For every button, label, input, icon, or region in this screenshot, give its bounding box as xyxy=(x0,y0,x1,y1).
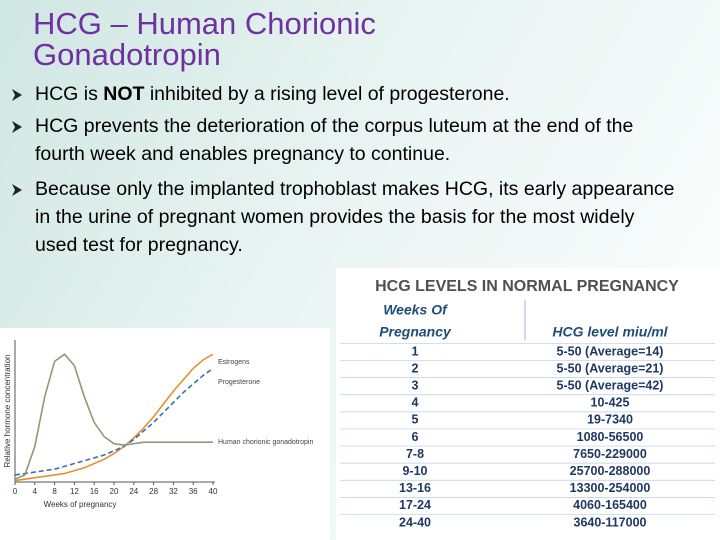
series-label: Estrogens xyxy=(218,359,250,366)
x-tick-label: 36 xyxy=(189,487,198,496)
x-tick-label: 40 xyxy=(209,487,218,496)
table-cell: 25700-288000 xyxy=(570,464,651,478)
bullet-arrow xyxy=(12,121,22,133)
bullet-text: HCG prevents the deterioration of the co… xyxy=(35,115,634,165)
x-tick-label: 24 xyxy=(129,487,138,496)
x-tick-label: 28 xyxy=(149,487,158,496)
table-cell: 5-50 (Average=42) xyxy=(557,378,664,392)
table-cell: 5 xyxy=(412,413,419,427)
table-cell: 4060-165400 xyxy=(573,498,647,512)
table-cell: 1080-56500 xyxy=(577,430,644,444)
x-tick-label: 32 xyxy=(169,487,178,496)
table-cell: 7-8 xyxy=(406,447,424,461)
bullet-emphasis: NOT xyxy=(103,83,145,105)
bullet: HCG prevents the deterioration of the co… xyxy=(35,112,675,168)
table-cell: 19-7340 xyxy=(587,413,633,427)
series-line xyxy=(14,353,213,480)
table-header: Pregnancy xyxy=(379,324,452,340)
table-cell: 6 xyxy=(412,430,419,444)
series-label: Human chorionic gonadotropin xyxy=(218,439,313,446)
table-cell: 5-50 (Average=14) xyxy=(557,344,664,358)
table-cell: 5-50 (Average=21) xyxy=(557,361,664,375)
bullet-arrow xyxy=(12,89,22,101)
title-line: Gonadotropin xyxy=(33,37,221,72)
x-tick-label: 8 xyxy=(52,487,57,496)
table-cell: 3 xyxy=(412,378,419,392)
table-cell: 4 xyxy=(412,396,419,410)
bullet-text: inhibited by a rising level of progester… xyxy=(144,83,510,105)
bullet-text: Because only the implanted trophoblast m… xyxy=(35,178,675,256)
table-cell: 3640-117000 xyxy=(574,515,647,529)
title-line: HCG – Human Chorionic xyxy=(33,6,376,41)
series-line xyxy=(14,367,214,476)
table-cell: 13-16 xyxy=(399,481,431,495)
bullet: HCG is NOT inhibited by a rising level o… xyxy=(35,80,675,108)
x-tick-label: 0 xyxy=(13,487,18,496)
x-tick-label: 4 xyxy=(33,487,38,496)
table-header: Weeks Of xyxy=(383,302,448,318)
x-axis-label: Weeks of pregnancy xyxy=(44,500,117,509)
table-cell: 24-40 xyxy=(399,515,431,529)
table-image xyxy=(336,268,720,540)
series-line xyxy=(14,353,214,482)
y-axis-label: Relative hormone concentration xyxy=(3,355,12,468)
x-tick-label: 12 xyxy=(70,487,79,496)
table-title: HCG LEVELS IN NORMAL PREGNANCY xyxy=(375,278,679,295)
table-cell: 9-10 xyxy=(402,464,427,478)
slide-title: HCG – Human Chorionic Gonadotropin xyxy=(33,8,376,70)
table-header: HCG level miu/ml xyxy=(552,324,668,340)
table-cell: 17-24 xyxy=(399,498,431,512)
table-cell: 1 xyxy=(412,344,419,358)
table-cell: 13300-254000 xyxy=(570,481,651,495)
x-tick-label: 20 xyxy=(110,487,119,496)
bullet-text: HCG is xyxy=(35,83,104,105)
series-label: Progesterone xyxy=(218,379,260,386)
bullet-arrow xyxy=(12,184,22,196)
table-cell: 2 xyxy=(412,361,419,375)
x-tick-label: 16 xyxy=(90,487,99,496)
table-cell: 7650-229000 xyxy=(573,447,647,461)
table-cell: 10-425 xyxy=(591,396,630,410)
bullet: Because only the implanted trophoblast m… xyxy=(35,175,675,259)
chart-image xyxy=(0,328,330,540)
